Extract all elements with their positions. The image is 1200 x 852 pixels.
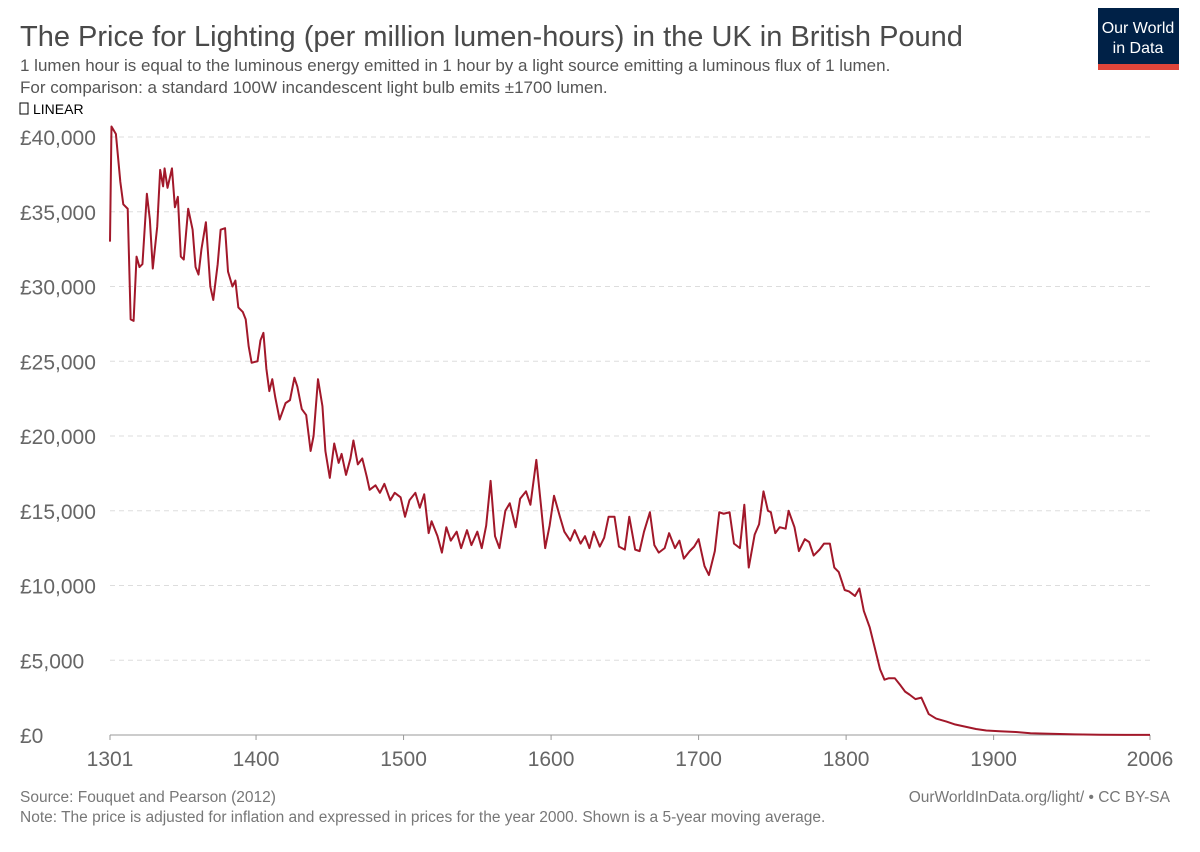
url-license[interactable]: OurWorldInData.org/light/ • CC BY-SA xyxy=(909,789,1171,806)
x-tick-label: 1700 xyxy=(675,748,722,771)
y-tick-label: £30,000 xyxy=(20,277,96,300)
subtitle: 1 lumen hour is equal to the luminous en… xyxy=(20,56,890,75)
logo-text: in Data xyxy=(1113,40,1164,57)
y-tick-label: £20,000 xyxy=(20,426,96,449)
logo-box xyxy=(1098,8,1179,70)
y-tick-label: £0 xyxy=(20,725,43,748)
toggle-icon[interactable] xyxy=(19,102,29,115)
y-tick-label: £35,000 xyxy=(20,202,96,225)
x-tick-label: 1800 xyxy=(823,748,870,771)
x-tick-label: 1400 xyxy=(233,748,280,771)
y-tick-label: £25,000 xyxy=(20,351,96,374)
x-tick-label: 1500 xyxy=(380,748,427,771)
logo-bar xyxy=(1098,64,1179,70)
x-tick-label: 2006 xyxy=(1127,748,1174,771)
x-tick-label: 1600 xyxy=(528,748,575,771)
source: Source: Fouquet and Pearson (2012) xyxy=(20,789,276,806)
y-tick-label: £5,000 xyxy=(20,650,84,673)
x-tick-label: 1301 xyxy=(87,748,134,771)
x-tick-label: 1900 xyxy=(970,748,1017,771)
note: Note: The price is adjusted for inflatio… xyxy=(20,809,825,826)
plot-area: £0 £5,000 £10,000 £15,000 £20,000 £25,000 £30,… xyxy=(20,125,1174,771)
scale-toggle[interactable]: LINEAR xyxy=(33,101,84,117)
subtitle: For comparison: a standard 100W incandes… xyxy=(20,78,608,97)
chart-title: The Price for Lighting (per million lume… xyxy=(20,21,963,53)
y-tick-label: £15,000 xyxy=(20,501,96,524)
logo-text: Our World xyxy=(1102,20,1175,37)
logo[interactable]: Our World in Data xyxy=(1098,8,1179,70)
line xyxy=(109,125,1151,736)
y-tick-label: £40,000 xyxy=(20,127,96,150)
y-tick-label: £10,000 xyxy=(20,576,96,599)
